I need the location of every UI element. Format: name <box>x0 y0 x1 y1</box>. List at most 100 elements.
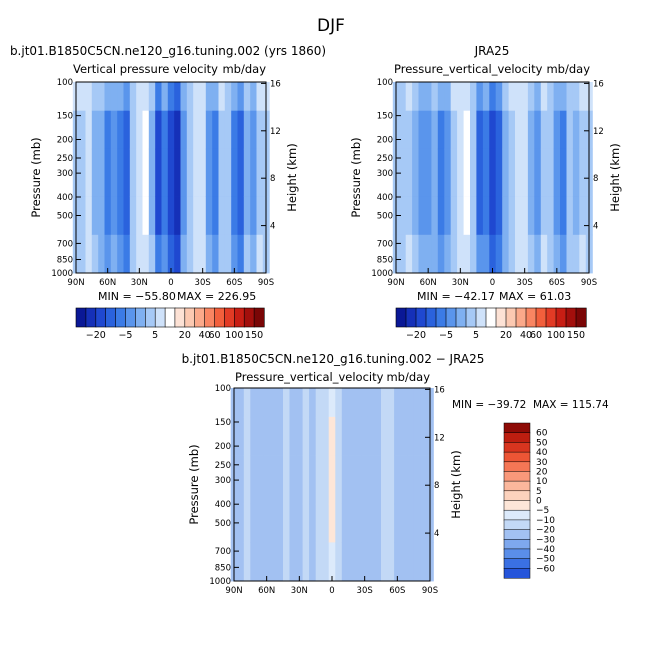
heatmap-cell <box>328 542 336 582</box>
heatmap-cell <box>354 542 362 582</box>
max-label: MAX = 226.95 <box>177 290 256 303</box>
colorbar-swatch <box>503 500 531 511</box>
heatmap-cell <box>425 196 432 236</box>
heatmap-cell <box>437 234 445 274</box>
heatmap-cell <box>250 196 258 236</box>
panel-title: JRA25 <box>474 44 510 58</box>
heatmap-cell <box>444 234 452 274</box>
colorbar-label: 100 <box>225 330 243 341</box>
colorbar-label: −20 <box>86 330 106 341</box>
heatmap-cell <box>579 196 587 236</box>
heatmap-cell <box>256 542 264 582</box>
heatmap-cell <box>534 196 542 236</box>
x-tick-label: 30N <box>452 278 469 288</box>
colorbar-swatch <box>503 490 531 502</box>
colorbar-swatch <box>405 307 417 328</box>
y-axis-label: Pressure (mb) <box>29 137 43 217</box>
heatmap-cell <box>322 388 330 418</box>
heatmap-cell <box>85 110 93 150</box>
heatmap-cell <box>104 148 112 197</box>
heatmap-cell <box>354 503 362 543</box>
heatmap-cell <box>341 416 349 456</box>
heatmap-cell <box>579 148 587 197</box>
heatmap-cell <box>296 416 304 456</box>
heatmap-cell <box>335 503 343 543</box>
colorbar-swatch <box>503 539 531 550</box>
heatmap-cell <box>250 82 258 112</box>
heatmap-cell <box>136 196 144 236</box>
colorbar-swatch <box>525 307 537 328</box>
y-tick-label: 100 <box>57 78 73 88</box>
colorbar-swatch <box>184 307 196 328</box>
heatmap-cell <box>387 503 395 543</box>
heatmap-cell <box>534 148 542 197</box>
colorbar-label: 0 <box>536 497 542 507</box>
colorbar-label: 40 <box>199 330 211 341</box>
heatmap-cell <box>521 110 529 150</box>
colorbar-swatch <box>204 307 216 328</box>
heatmap-cell <box>444 148 452 197</box>
heatmap-cell <box>444 196 452 236</box>
heatmap-cell <box>348 455 356 505</box>
heatmap-cell <box>425 82 432 112</box>
heatmap-cell <box>283 503 291 543</box>
heatmap-cell <box>572 82 580 112</box>
heatmap-cell <box>237 148 245 197</box>
heatmap-cell <box>470 148 477 197</box>
heatmap-cell <box>243 148 251 197</box>
colorbar-swatch <box>503 568 531 579</box>
heatmap-cell <box>237 110 245 150</box>
colorbar-label: −20 <box>536 526 555 536</box>
y-tick-label: 150 <box>57 112 73 122</box>
heatmap-cell <box>547 148 555 197</box>
plot-area <box>392 82 593 274</box>
heatmap-cell <box>450 82 458 112</box>
x-tick-label: 60S <box>549 278 565 288</box>
heatmap-cell <box>296 455 304 505</box>
heatmap-cell <box>161 148 169 197</box>
y-tick-label: 200 <box>377 135 393 145</box>
heatmap-cell <box>540 234 548 274</box>
colorbar-swatch <box>503 558 531 569</box>
x-tick-label: 30S <box>357 586 373 596</box>
heatmap-cell <box>231 110 239 150</box>
x-tick-label: 0 <box>490 278 495 288</box>
y-right-tick-label: 16 <box>593 79 604 89</box>
y-right-tick-label: 8 <box>270 174 275 184</box>
heatmap-cell <box>98 196 106 236</box>
heatmap-cell <box>348 416 356 456</box>
heatmap-cell <box>387 388 395 418</box>
colorbar-label: −20 <box>406 330 426 341</box>
heatmap-cell <box>405 196 413 236</box>
heatmap-cell <box>418 82 426 112</box>
heatmap-cell <box>129 110 137 150</box>
heatmap-cell <box>199 148 207 197</box>
heatmap-cell <box>104 234 112 274</box>
heatmap-cell <box>243 234 251 274</box>
heatmap-cell <box>243 110 251 150</box>
heatmap-cell <box>136 110 144 150</box>
y-tick-label: 100 <box>215 384 231 394</box>
y-tick-label: 400 <box>215 500 231 510</box>
colorbar-swatch <box>105 307 117 328</box>
heatmap-cell <box>237 196 245 236</box>
heatmap-cell <box>457 82 465 112</box>
heatmap-cell <box>482 148 490 197</box>
heatmap-cell <box>354 416 362 456</box>
panel-subtitle-left: Pressure_vertical_velocity <box>235 370 384 384</box>
colorbar-swatch <box>503 480 531 492</box>
heatmap-cell <box>418 148 426 197</box>
heatmap-cell <box>560 234 567 274</box>
heatmap-cell <box>354 455 362 505</box>
heatmap-cell <box>502 234 510 274</box>
colorbar-swatch <box>503 529 531 540</box>
y-tick-label: 250 <box>377 154 393 164</box>
heatmap-cell <box>224 110 232 150</box>
heatmap-cell <box>502 148 510 197</box>
heatmap-cell <box>341 503 349 543</box>
heatmap-cell <box>566 196 574 236</box>
heatmap-cell <box>437 148 445 197</box>
heatmap-cell <box>263 388 271 418</box>
colorbar-swatch <box>85 307 97 328</box>
heatmap-cell <box>540 82 548 112</box>
